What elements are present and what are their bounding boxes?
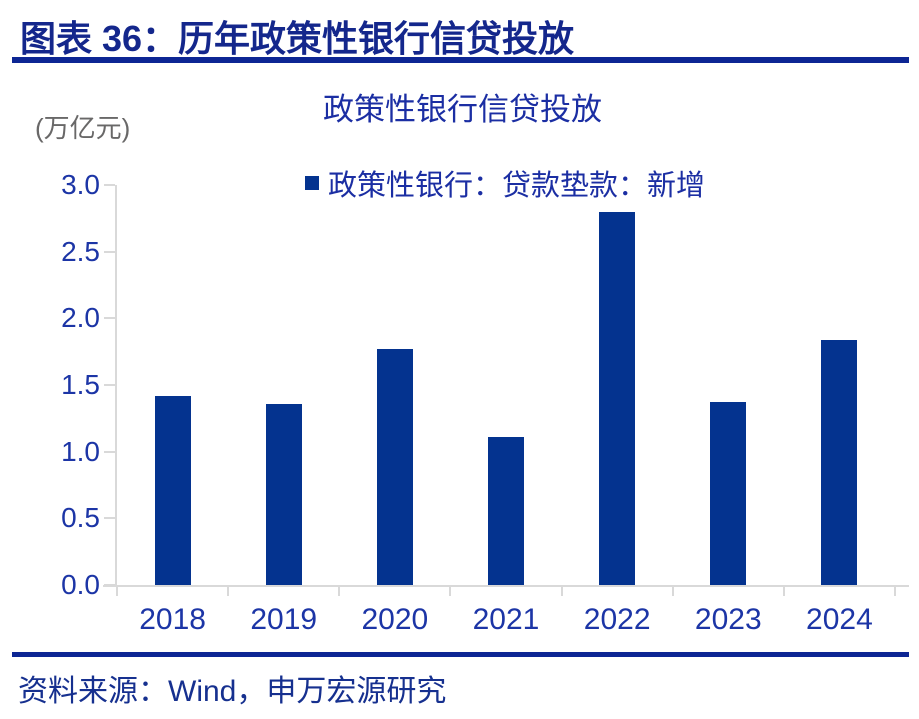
y-axis-tick (104, 384, 115, 386)
y-axis-tick-label: 3.0 (61, 169, 100, 200)
y-axis-tick-label: 1.5 (61, 369, 100, 400)
y-axis-tick (104, 584, 115, 586)
x-axis-label: 2019 (250, 603, 318, 636)
bar-2018 (154, 395, 191, 585)
y-axis-tick (104, 317, 115, 320)
bar-2024 (821, 339, 858, 585)
x-axis-label: 2020 (361, 603, 429, 636)
x-axis-tick (782, 587, 785, 596)
y-axis-tick (104, 184, 115, 186)
x-axis-tick (227, 587, 230, 596)
y-axis-tick-label: 0.5 (61, 502, 100, 534)
plot-area: 0.0 0.5 1.0 1.5 2.0 2.5 3.0 2018 2019 2020 2021 202… (61, 169, 909, 636)
x-axis-tick (671, 587, 674, 596)
x-axis-tick (116, 587, 118, 596)
x-axis-label: 2022 (583, 603, 651, 636)
bar-2023 (710, 402, 747, 585)
y-axis-tick-label: 1.0 (61, 435, 100, 467)
bar-2021 (488, 437, 524, 585)
footer-divider (12, 652, 909, 657)
x-axis-tick (338, 587, 341, 596)
chart-title: 政策性银行信贷投放 (323, 92, 602, 127)
legend-square-icon (304, 176, 319, 190)
y-axis-tick-label: 2.5 (61, 235, 100, 267)
y-axis-tick-label: 2.0 (61, 302, 100, 334)
header-divider (12, 57, 909, 63)
bar-2020 (376, 349, 413, 585)
x-axis-label: 2021 (472, 603, 540, 636)
legend-label: 政策性银行：贷款垫款：新增 (327, 170, 705, 202)
x-axis-tick (560, 587, 563, 596)
source-note: 资料来源：Wind，申万宏源研究 (18, 675, 447, 708)
y-axis-unit-label: (万亿元) (35, 113, 131, 143)
x-axis-label: 2023 (694, 603, 762, 636)
x-axis-label: 2018 (139, 603, 206, 636)
y-axis-tick (104, 450, 115, 453)
legend: 政策性银行：贷款垫款：新增 (116, 162, 894, 204)
y-axis-tick (104, 517, 115, 520)
figure-caption: 图表 36：历年政策性银行信贷投放 (20, 18, 575, 59)
x-axis-right-extension (895, 585, 909, 587)
bar-2019 (265, 403, 302, 585)
x-axis-tick (449, 587, 452, 596)
x-axis-label: 2024 (806, 603, 873, 636)
y-axis-tick (104, 250, 115, 253)
bar-2022 (599, 211, 636, 585)
x-axis-left-extension (103, 585, 117, 587)
y-axis-tick-label: 0.0 (61, 569, 100, 600)
x-axis-tick (894, 587, 896, 596)
